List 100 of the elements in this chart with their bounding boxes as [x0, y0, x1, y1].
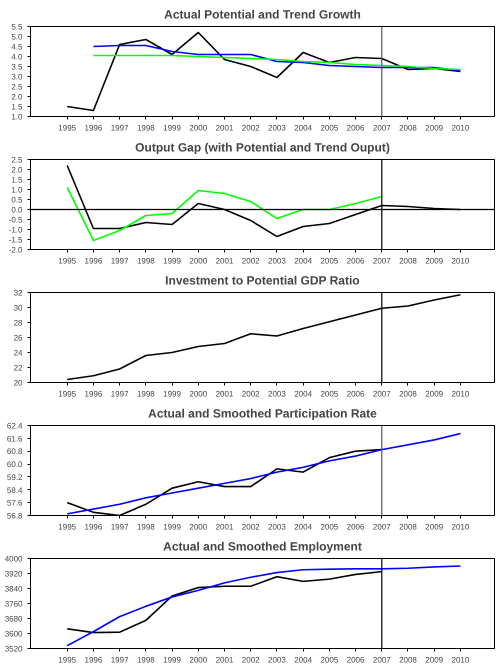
x-tick-label: 1996 [84, 656, 103, 664]
y-tick-label: 1.0 [11, 112, 24, 122]
y-tick-label: 61.6 [6, 434, 24, 444]
x-tick-label: 2001 [216, 656, 234, 664]
y-tick-label: 28 [14, 318, 24, 328]
x-tick-label: 2005 [320, 656, 339, 664]
y-tick-label: 60.0 [6, 460, 24, 470]
x-tick-label: 1995 [58, 256, 77, 266]
x-tick-label: 2008 [399, 124, 418, 132]
x-tick-label: 2001 [216, 124, 234, 132]
x-tick-label: 2008 [399, 522, 418, 532]
x-tick-label: 2005 [320, 256, 339, 266]
x-tick-label: 1995 [58, 522, 77, 532]
x-tick-label: 2002 [242, 124, 260, 132]
x-tick-label: 2000 [189, 522, 208, 532]
x-tick-label: 2009 [425, 256, 444, 266]
x-tick-label: 2004 [294, 656, 313, 664]
x-tick-label: 2002 [242, 390, 260, 398]
y-tick-label: -1.5 [8, 236, 24, 244]
x-tick-label: 1996 [84, 522, 103, 532]
y-tick-label: 22 [14, 364, 24, 372]
y-tick-label: 62.4 [6, 422, 24, 430]
y-tick-label: 32 [14, 288, 24, 298]
x-tick-label: 2007 [372, 124, 392, 132]
x-tick-label: 1997 [110, 656, 130, 664]
y-tick-label: 1.5 [11, 176, 24, 184]
x-tick-label: 1996 [84, 390, 103, 398]
x-tick-label: 2005 [320, 522, 339, 532]
x-tick-label: 2009 [425, 656, 444, 664]
x-tick-label: 1998 [136, 656, 156, 664]
y-tick-label: 59.2 [6, 472, 24, 482]
x-tick-label: 2002 [242, 656, 260, 664]
x-tick-label: 2010 [452, 522, 470, 532]
x-tick-label: 1998 [136, 522, 156, 532]
x-tick-label: 1997 [110, 256, 130, 266]
x-tick-label: 1999 [163, 522, 182, 532]
x-tick-label: 1998 [136, 124, 156, 132]
x-tick-label: 1997 [110, 124, 130, 132]
y-tick-label: -2.0 [8, 246, 24, 254]
y-tick-label: 1.5 [11, 102, 24, 112]
x-tick-label: 2006 [346, 522, 366, 532]
y-tick-label: 1.0 [11, 186, 24, 194]
y-tick-label: 30 [14, 304, 24, 312]
x-tick-label: 2004 [294, 256, 313, 266]
y-tick-label: 2.5 [11, 156, 24, 164]
x-tick-label: 2007 [372, 656, 392, 664]
y-tick-label: 3600 [4, 630, 24, 638]
x-tick-label: 2001 [216, 256, 234, 266]
x-tick-label: 2000 [189, 390, 208, 398]
y-tick-label: 57.6 [6, 498, 24, 508]
y-tick-label: 3.0 [11, 72, 24, 82]
x-tick-label: 2003 [268, 256, 286, 266]
x-tick-label: 2007 [372, 522, 392, 532]
x-tick-label: 2000 [189, 256, 208, 266]
y-tick-label: 5.5 [11, 22, 24, 32]
y-tick-label: 5.0 [11, 32, 24, 42]
y-tick-label: -1.0 [8, 226, 24, 234]
x-tick-label: 2006 [346, 124, 366, 132]
y-tick-label: 4.0 [11, 52, 24, 62]
x-tick-label: 1995 [58, 124, 77, 132]
x-tick-label: 2003 [268, 656, 286, 664]
x-tick-label: 2003 [268, 390, 286, 398]
x-tick-label: 2005 [320, 124, 339, 132]
chart-title: Actual and Smoothed Participation Rate [148, 406, 378, 420]
x-tick-label: 2009 [425, 124, 444, 132]
y-tick-label: 3840 [4, 584, 24, 594]
x-tick-label: 2001 [216, 390, 234, 398]
y-tick-label: 20 [14, 378, 24, 388]
x-tick-label: 2009 [425, 390, 444, 398]
y-tick-label: 0.0 [11, 206, 24, 214]
x-tick-label: 2003 [268, 522, 286, 532]
x-tick-label: 2010 [452, 390, 470, 398]
y-tick-label: 2.0 [11, 166, 24, 174]
y-tick-label: 3520 [4, 644, 24, 654]
x-tick-label: 1999 [163, 390, 182, 398]
y-tick-label: 2.0 [11, 92, 24, 102]
x-tick-label: 1998 [136, 390, 156, 398]
x-tick-label: 2008 [399, 390, 418, 398]
x-tick-label: 2002 [242, 522, 260, 532]
x-tick-label: 2003 [268, 124, 286, 132]
y-tick-label: 56.8 [6, 512, 24, 520]
x-tick-label: 1999 [163, 256, 182, 266]
x-tick-label: 1997 [110, 390, 130, 398]
y-tick-label: -0.5 [8, 216, 24, 224]
x-tick-label: 2006 [346, 256, 366, 266]
y-tick-label: 4.5 [11, 42, 24, 52]
x-tick-label: 2002 [242, 256, 260, 266]
x-tick-label: 2009 [425, 522, 444, 532]
x-tick-label: 2006 [346, 656, 366, 664]
x-tick-label: 2001 [216, 522, 234, 532]
x-tick-label: 2010 [452, 656, 470, 664]
x-tick-label: 2010 [452, 256, 470, 266]
x-tick-label: 1998 [136, 256, 156, 266]
y-tick-label: 26 [14, 334, 24, 342]
y-tick-label: 3920 [4, 570, 24, 578]
x-tick-label: 1995 [58, 390, 77, 398]
y-tick-label: 58.4 [6, 486, 24, 495]
x-tick-label: 1996 [84, 256, 103, 266]
chart-title: Actual Potential and Trend Growth [164, 8, 361, 22]
chart-title: Investment to Potential GDP Ratio [165, 274, 360, 288]
